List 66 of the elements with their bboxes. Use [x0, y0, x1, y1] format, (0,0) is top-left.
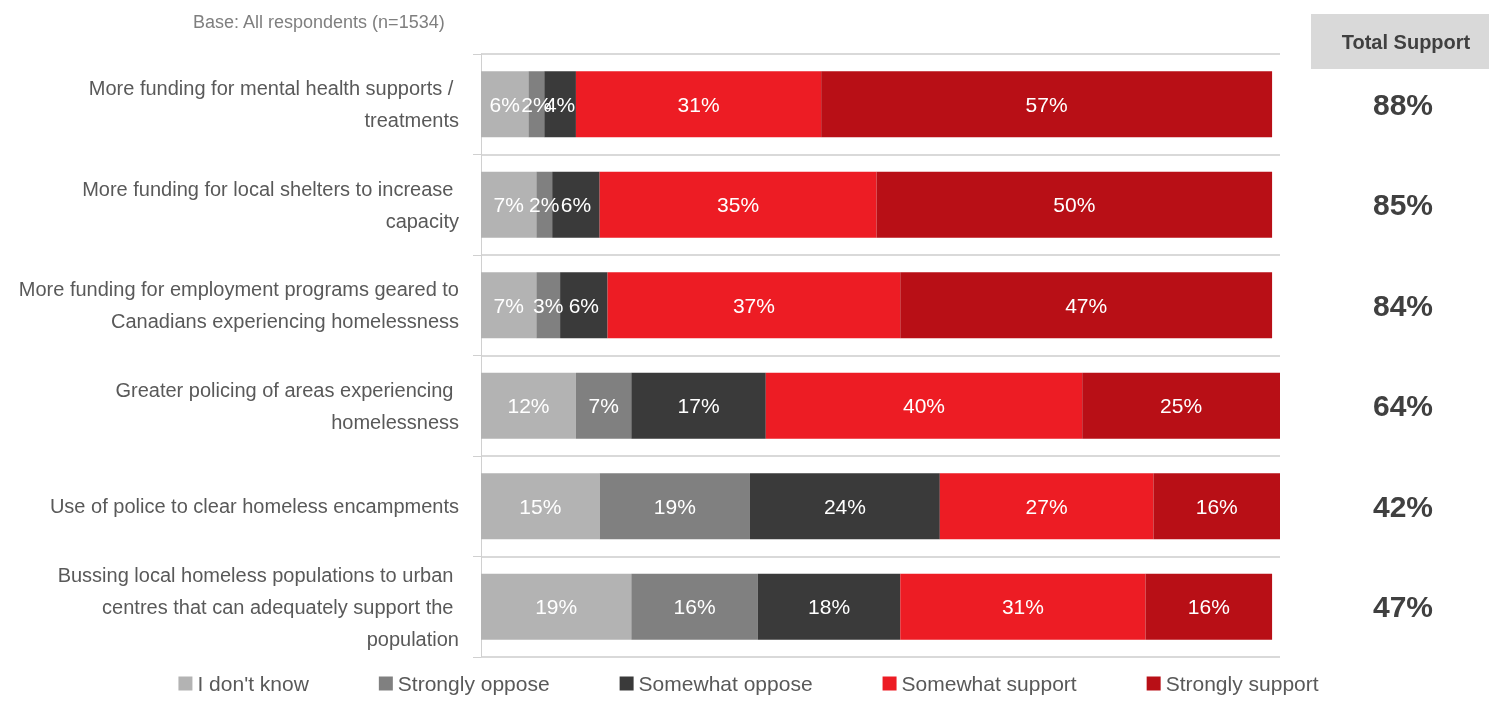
- data-label: 6%: [489, 92, 520, 116]
- bar: [481, 573, 632, 640]
- bar: [939, 473, 1154, 540]
- y-tick-label: Bussing local homeless populations to urban centres that can adequately support the population: [57, 563, 459, 650]
- data-label: 24%: [823, 494, 866, 518]
- y-tick-label: More funding for local shelters to increase capacity: [82, 177, 459, 232]
- data-label: 7%: [493, 293, 524, 317]
- data-label: 7%: [493, 193, 524, 217]
- bar: [1082, 372, 1280, 439]
- data-label: 25%: [1160, 394, 1203, 418]
- text: 47%: [1372, 590, 1434, 624]
- text: 84%: [1372, 288, 1434, 322]
- bar: [821, 71, 1273, 138]
- bar: [481, 473, 600, 540]
- data-label: 50%: [1053, 193, 1096, 217]
- text: 88%: [1372, 87, 1434, 121]
- bar: [631, 573, 758, 640]
- legend-label: Strongly oppose: [397, 672, 550, 695]
- data-label: 47%: [1065, 293, 1108, 317]
- data-label: 31%: [677, 92, 720, 116]
- data-label: 19%: [535, 595, 578, 619]
- data-label: 16%: [1195, 494, 1238, 518]
- text: 85%: [1372, 188, 1434, 222]
- bar: [575, 71, 822, 138]
- bar: [607, 272, 901, 339]
- bar: [876, 171, 1273, 238]
- bar: [1145, 573, 1273, 640]
- text: 64%: [1372, 389, 1434, 423]
- bar: [900, 272, 1273, 339]
- y-tick-label: Greater policing of areas experiencing homelessness: [115, 378, 459, 433]
- data-label: 57%: [1025, 92, 1068, 116]
- data-label: 15%: [519, 494, 562, 518]
- data-label: 37%: [732, 293, 775, 317]
- bar: [765, 372, 1083, 439]
- bar: [575, 372, 632, 439]
- text: Base: All respondents (n=1534): [193, 12, 445, 32]
- bar: [1153, 473, 1280, 540]
- bar: [757, 573, 901, 640]
- legend-label: I don't know: [197, 672, 310, 695]
- legend-label: Somewhat oppose: [638, 672, 813, 695]
- data-label: 12%: [507, 394, 550, 418]
- legend-label: Somewhat support: [901, 672, 1077, 695]
- bar: [900, 573, 1146, 640]
- y-tick-label: More funding for employment programs geared to Canadians experiencing homelessness: [18, 278, 459, 333]
- data-label: 7%: [588, 394, 619, 418]
- data-label: 40%: [902, 394, 946, 418]
- data-label: 6%: [568, 293, 600, 317]
- bar: [631, 372, 766, 439]
- data-label: 27%: [1025, 494, 1068, 518]
- data-label: 18%: [808, 595, 851, 619]
- bar: [599, 171, 877, 238]
- text: 42%: [1372, 489, 1434, 523]
- y-tick-label: Use of police to clear homeless encampments: [49, 495, 459, 518]
- data-label: 16%: [1187, 595, 1230, 619]
- bar: [599, 473, 750, 540]
- data-label: 6%: [560, 193, 592, 217]
- bar: [749, 473, 940, 540]
- legend-label: Strongly support: [1165, 672, 1319, 695]
- data-label: 31%: [1001, 595, 1044, 619]
- data-label: 35%: [717, 193, 760, 217]
- text: Total Support: [1341, 31, 1471, 53]
- bar: [481, 372, 576, 439]
- y-tick-label: More funding for mental health supports / treatments: [88, 77, 459, 132]
- data-label: 16%: [673, 595, 716, 619]
- data-label: 19%: [653, 494, 696, 518]
- data-label: 17%: [677, 394, 720, 418]
